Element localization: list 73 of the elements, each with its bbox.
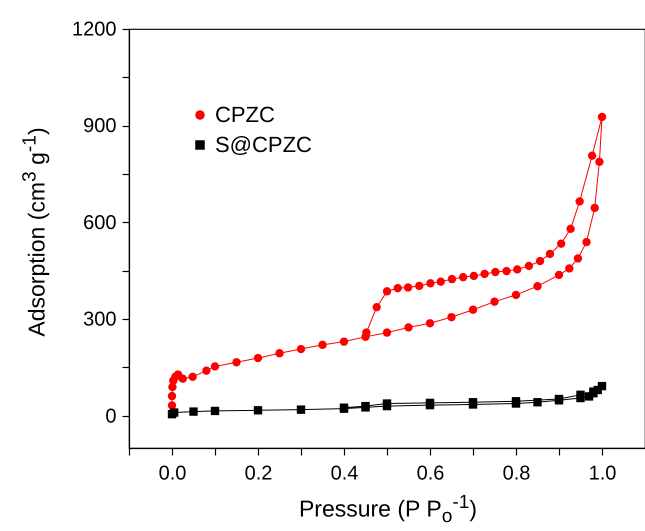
point: [362, 328, 371, 337]
point: [502, 266, 511, 276]
point: [382, 328, 392, 337]
x-tick-label: 0.4: [330, 462, 358, 484]
point: [202, 366, 211, 375]
point: [318, 340, 327, 350]
point: [382, 287, 392, 296]
point: [458, 273, 468, 282]
point: [576, 390, 585, 400]
y-tick-label: 300: [83, 308, 116, 331]
point: [582, 238, 591, 246]
point: [533, 282, 542, 290]
point: [188, 372, 197, 381]
point: [232, 358, 241, 366]
point: [254, 406, 262, 414]
point: [556, 239, 566, 248]
point: [168, 392, 176, 400]
y-tick-label: 600: [83, 212, 116, 234]
point: [491, 268, 500, 276]
point: [448, 274, 456, 284]
point: [595, 158, 604, 166]
point: [296, 405, 306, 414]
point: [575, 197, 584, 206]
legend-label: CPZC: [215, 102, 275, 127]
point: [566, 224, 575, 234]
point: [275, 349, 284, 358]
point: [598, 382, 606, 390]
point: [189, 407, 198, 416]
point: [394, 284, 402, 292]
point: [536, 256, 544, 266]
point: [574, 254, 582, 263]
x-tick-label: 0.6: [416, 462, 444, 484]
point: [436, 278, 445, 286]
point: [168, 401, 176, 410]
point: [468, 398, 478, 406]
x-tick-label: 0.2: [244, 462, 272, 484]
x-tick-label: 1.0: [588, 462, 616, 484]
point: [447, 312, 456, 322]
x-tick-label: 0.0: [158, 462, 186, 484]
point: [512, 290, 520, 300]
point: [210, 362, 220, 371]
point: [470, 272, 478, 280]
point: [404, 283, 412, 292]
point: [565, 264, 574, 273]
y-tick-label: 0: [105, 405, 116, 428]
point: [415, 282, 424, 290]
x-tick-label: 0.8: [502, 462, 530, 484]
point: [210, 406, 220, 416]
point: [524, 262, 534, 270]
x-axis-title: Pressure (P P$_{o}$$^{-1}$): [298, 492, 478, 528]
point: [372, 302, 381, 312]
y-tick-label: 1200: [72, 18, 116, 40]
point: [468, 306, 478, 314]
point: [340, 337, 348, 346]
point: [296, 344, 306, 354]
point: [533, 398, 542, 406]
point: [588, 151, 596, 160]
legend-label: S@CPZC: [215, 132, 312, 157]
point: [404, 323, 413, 332]
point: [554, 270, 564, 280]
point: [590, 204, 599, 212]
y-tick-label: 900: [83, 115, 116, 138]
point: [512, 397, 520, 406]
point: [178, 374, 187, 383]
point: [480, 270, 489, 278]
point: [426, 319, 434, 328]
point: [546, 250, 554, 258]
point: [382, 399, 392, 408]
point: [426, 279, 435, 288]
point: [598, 112, 606, 122]
point: [254, 354, 262, 362]
point: [513, 265, 522, 274]
point: [490, 298, 499, 306]
